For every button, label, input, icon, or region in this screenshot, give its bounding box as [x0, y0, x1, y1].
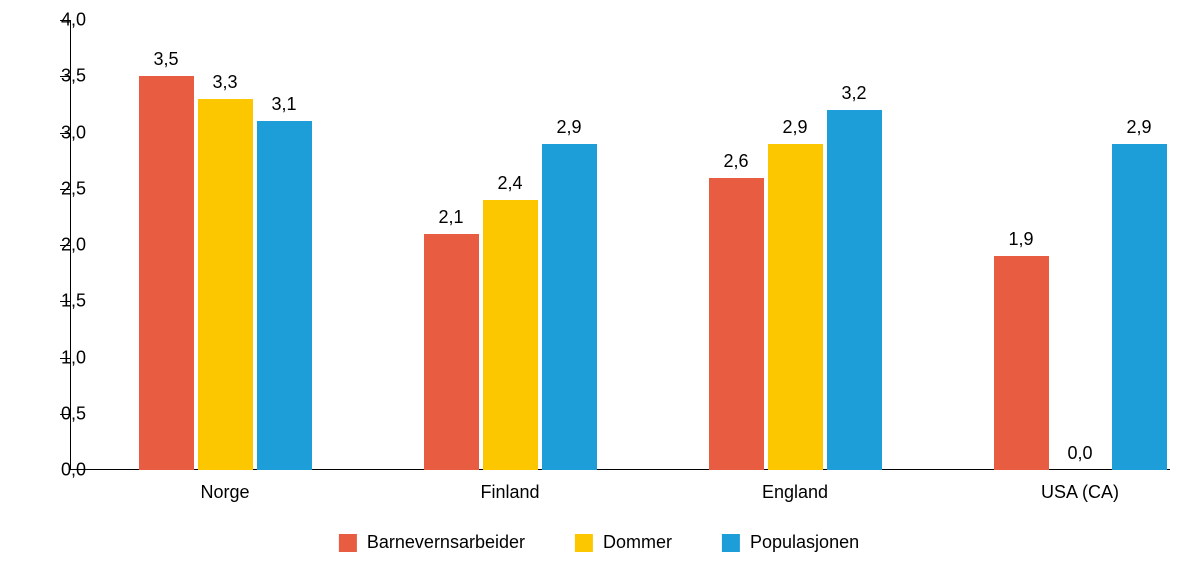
legend-item: Populasjonen: [722, 532, 859, 553]
bar: [827, 110, 882, 470]
y-axis-label: 2,0: [61, 235, 86, 256]
y-axis-label: 3,5: [61, 66, 86, 87]
y-axis-label: 1,0: [61, 347, 86, 368]
bar: [424, 234, 479, 470]
bar-value-label: 2,6: [723, 151, 748, 172]
y-axis-label: 0,0: [61, 460, 86, 481]
bar-value-label: 2,9: [782, 117, 807, 138]
bar-value-label: 1,9: [1008, 229, 1033, 250]
bar-value-label: 2,1: [438, 207, 463, 228]
bar: [257, 121, 312, 470]
y-axis-label: 1,5: [61, 291, 86, 312]
bar: [1112, 144, 1167, 470]
y-axis-label: 0,5: [61, 403, 86, 424]
legend-swatch: [722, 534, 740, 552]
bar: [483, 200, 538, 470]
bar-value-label: 3,1: [271, 94, 296, 115]
x-axis-category-label: USA (CA): [1041, 482, 1119, 503]
legend-label: Dommer: [603, 532, 672, 553]
legend: Barnevernsarbeider Dommer Populasjonen: [339, 532, 859, 553]
y-axis-label: 3,0: [61, 122, 86, 143]
legend-swatch: [575, 534, 593, 552]
bar: [139, 76, 194, 470]
bar: [994, 256, 1049, 470]
bar: [768, 144, 823, 470]
x-axis-category-label: Finland: [480, 482, 539, 503]
chart-container: 3,5 3,3 3,1 2,1 2,4 2,9 2,6 2,9 3,2 1,9 0,0 2,9: [70, 20, 1170, 470]
bar-value-label: 3,3: [212, 72, 237, 93]
bar-value-label: 2,9: [556, 117, 581, 138]
y-axis-label: 4,0: [61, 10, 86, 31]
legend-swatch: [339, 534, 357, 552]
y-axis-label: 2,5: [61, 178, 86, 199]
bar-value-label: 3,2: [841, 83, 866, 104]
bar-value-label: 2,4: [497, 173, 522, 194]
bar: [709, 178, 764, 471]
legend-item: Barnevernsarbeider: [339, 532, 525, 553]
x-axis-category-label: England: [762, 482, 828, 503]
x-axis-category-label: Norge: [200, 482, 249, 503]
legend-label: Barnevernsarbeider: [367, 532, 525, 553]
legend-label: Populasjonen: [750, 532, 859, 553]
bar-value-label: 0,0: [1067, 443, 1092, 464]
bar-value-label: 3,5: [153, 49, 178, 70]
bar: [542, 144, 597, 470]
legend-item: Dommer: [575, 532, 672, 553]
bar-value-label: 2,9: [1126, 117, 1151, 138]
bar: [198, 99, 253, 470]
